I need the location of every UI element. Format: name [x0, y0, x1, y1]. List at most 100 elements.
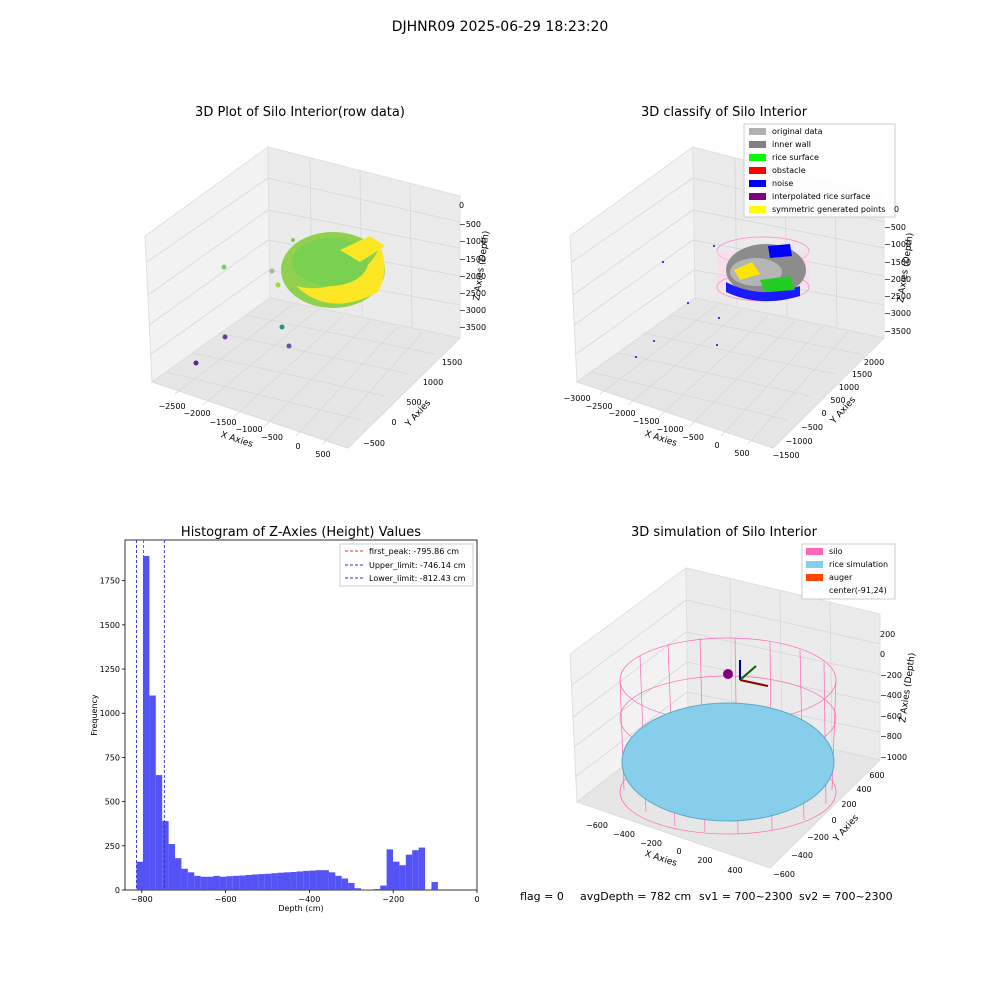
raw-z-tick: −500 [459, 220, 481, 229]
histogram-bar [226, 876, 233, 890]
simulation-rice-surface [621, 702, 835, 822]
histogram-bar [277, 872, 285, 890]
legend-label-noise: noise [772, 179, 793, 188]
histogram-plot-area [124, 539, 478, 891]
histogram-bar [239, 875, 246, 890]
legend-label-rice-simulation: rice simulation [829, 560, 888, 569]
histogram-bar [187, 872, 195, 890]
histogram-x-label: Depth (cm) [278, 904, 323, 913]
histogram-bar [405, 854, 413, 890]
classify-x-tick: −1500 [632, 417, 659, 426]
classify-z-tick: −3000 [884, 309, 911, 318]
histogram-bar [136, 861, 143, 890]
classify-y-tick: 0 [821, 409, 826, 418]
histogram-bar [393, 861, 400, 890]
histogram-bar [245, 874, 252, 890]
classify-chart-title: 3D classify of Silo Interior [641, 105, 808, 120]
legend-swatch-rice-surface [749, 154, 766, 161]
simulation-x-tick: 0 [676, 847, 681, 856]
raw-x-tick: 0 [295, 442, 300, 451]
simulation-chart-title: 3D simulation of Silo Interior [631, 525, 818, 540]
legend-label-center: center(-91,24) [829, 586, 887, 595]
histogram-y-tick-label: 0 [115, 886, 120, 895]
histogram-bar [309, 870, 317, 890]
classify-z-tick: 0 [894, 205, 899, 214]
classify-z-tick: −1500 [884, 258, 911, 267]
histogram-bar [341, 878, 349, 890]
classify-points [635, 236, 810, 358]
classify-legend-box [743, 123, 896, 218]
histogram-bar [303, 870, 310, 890]
histogram-bar [155, 775, 163, 890]
histogram-y-tick-label: 500 [105, 798, 120, 807]
classify-symmetric-points [734, 262, 760, 280]
auger-center-marker [723, 669, 733, 679]
simulation-z-tick: −600 [880, 712, 902, 721]
histogram-x-tick-label: −400 [298, 895, 320, 904]
histogram-bar [175, 858, 182, 890]
classify-y-tick: −1500 [772, 451, 799, 460]
histogram-y-tick-label: 750 [105, 753, 120, 762]
panel-raw-data: 3D Plot of Silo Interior(row data) [144, 105, 492, 459]
legend-swatch-auger [806, 574, 823, 581]
legend-swatch-interpolated [749, 193, 766, 200]
histogram-bar [168, 844, 176, 890]
histogram-bar [200, 876, 208, 890]
classify-rice-surface [726, 282, 800, 302]
classify-y-tick: 500 [830, 396, 845, 405]
classify-y-tick: −500 [801, 423, 823, 432]
histogram-x-tick-label: −600 [215, 895, 237, 904]
histogram-bar [290, 871, 297, 890]
raw-z-tick: −2000 [459, 272, 486, 281]
simulation-x-tick: −400 [613, 830, 635, 839]
raw-data-points [193, 232, 385, 366]
histogram-y-tick-label: 1250 [100, 665, 120, 674]
legend-label-interpolated: interpolated rice surface [772, 192, 870, 201]
simulation-z-label: Z Axies (Depth) [898, 652, 918, 723]
raw-y-tick: 0 [391, 418, 396, 427]
raw-z-tick: −1000 [459, 237, 486, 246]
classify-x-tick: 0 [714, 441, 719, 450]
simulation-y-tick: −600 [773, 870, 795, 879]
raw-y-tick: 1500 [442, 358, 462, 367]
histogram-bar [251, 874, 259, 890]
raw-z-tick: 0 [459, 201, 464, 210]
figure-suptitle: DJHNR09 2025-06-29 18:23:20 [392, 19, 609, 35]
legend-swatch-noise [749, 180, 766, 187]
raw-x-tick: 500 [315, 450, 330, 459]
raw-point [275, 282, 281, 288]
legend-label-inner-wall: inner wall [772, 140, 811, 149]
raw-x-tick: −500 [261, 433, 283, 442]
histogram-bar [367, 889, 374, 890]
histogram-bar [181, 868, 188, 890]
raw-z-tick: −3000 [459, 306, 486, 315]
classify-x-tick: −3000 [563, 394, 590, 403]
raw-point [269, 268, 275, 274]
raw-x-tick: −1500 [209, 418, 236, 427]
histogram-y-ticks: 0 250 500 750 1000 1250 1500 1750 [100, 577, 125, 895]
simulation-y-tick: 0 [831, 816, 836, 825]
classify-green-points [760, 276, 795, 292]
histogram-bar [386, 849, 394, 890]
classify-x-tick: 500 [734, 449, 749, 458]
histogram-bar [316, 870, 323, 890]
classify-y-tick: 1500 [852, 370, 872, 379]
simulation-z-tick: −1000 [880, 753, 907, 762]
status-flag: flag = 0 [520, 890, 564, 903]
raw-z-tick: −2500 [459, 289, 486, 298]
classify-legend: original data inner wall rice surface ob… [743, 123, 896, 218]
classify-noise-point [718, 317, 720, 319]
classify-z-tick: −1000 [884, 240, 911, 249]
histogram-bar [296, 871, 304, 890]
histogram-bar [335, 875, 342, 890]
simulation-x-tick: −200 [640, 839, 662, 848]
histogram-bar [232, 875, 240, 890]
status-line: flag = 0 avgDepth = 782 cm sv1 = 700~230… [520, 890, 893, 903]
legend-swatch-obstacle [749, 167, 766, 174]
raw-x-tick: −1000 [235, 425, 262, 434]
histogram-y-tick-label: 1750 [100, 577, 120, 586]
classify-y-tick: 2000 [864, 358, 884, 367]
classify-noise-point [662, 261, 664, 263]
simulation-x-tick: 200 [697, 856, 712, 865]
classify-z-tick: −2000 [884, 275, 911, 284]
